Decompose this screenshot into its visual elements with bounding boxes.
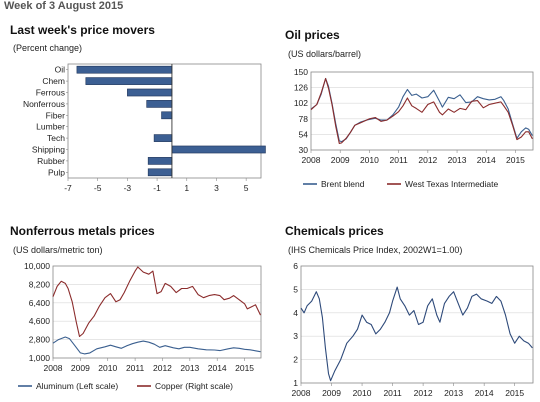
movers-x-tick-label: 5 (244, 183, 249, 193)
chemicals-y-tick-label: 4 (293, 308, 298, 318)
chemicals-x-tick-label: 2012 (414, 388, 433, 398)
movers-category-label: Rubber (37, 156, 65, 166)
oil-y-tick-label: 126 (294, 83, 308, 93)
oil-y-tick-label: 150 (294, 67, 308, 77)
movers-x-tick-label: -7 (64, 183, 72, 193)
nonferrous-y-tick-label: 8,200 (29, 279, 51, 289)
page-header: Week of 3 August 2015 (4, 0, 124, 12)
movers-x-tick-label: -3 (124, 183, 132, 193)
movers-category-label: Shipping (32, 145, 65, 155)
nonferrous-y-tick-label: 4,600 (29, 316, 51, 326)
chemicals-title: Chemicals prices (285, 224, 384, 238)
oil-x-tick-label: 2015 (506, 155, 525, 165)
chemicals-x-tick-label: 2010 (353, 388, 372, 398)
nonferrous-x-tick-label: 2010 (98, 363, 117, 373)
movers-category-label: Oil (55, 65, 66, 75)
oil-title: Oil prices (285, 28, 340, 42)
oil-legend-label: West Texas Intermediate (405, 179, 499, 189)
oil-series-line (310, 77, 533, 145)
oil-x-tick-label: 2012 (418, 155, 437, 165)
chemicals-subtitle: (IHS Chemicals Price Index, 2002W1=1.00) (288, 245, 463, 255)
nonferrous-y-tick-label: 6,400 (29, 298, 51, 308)
nonferrous-series-line (52, 266, 261, 338)
chemicals-series-line (300, 286, 533, 382)
oil-series-line (310, 77, 533, 143)
movers-category-label: Fiber (46, 110, 66, 120)
nonferrous-y-tick-label: 2,800 (29, 335, 51, 345)
nonferrous-x-tick-label: 2009 (71, 363, 90, 373)
nonferrous-legend-label: Copper (Right scale) (155, 381, 233, 391)
nonferrous-x-tick-label: 2008 (44, 363, 63, 373)
oil-x-tick-label: 2010 (360, 155, 379, 165)
oil-y-tick-label: 102 (294, 98, 308, 108)
oil-x-tick-label: 2008 (302, 155, 321, 165)
chemicals-plot-frame (300, 265, 534, 384)
chemicals-x-tick-label: 2013 (444, 388, 463, 398)
chemicals-x-tick-label: 2015 (505, 388, 524, 398)
chemicals-x-tick-label: 2011 (383, 388, 402, 398)
movers-x-tick-label: 3 (214, 183, 219, 193)
chemicals-y-tick-label: 1 (293, 378, 298, 388)
nonferrous-x-tick-label: 2011 (126, 363, 145, 373)
oil-x-tick-label: 2011 (389, 155, 408, 165)
chemicals-x-tick-label: 2009 (322, 388, 341, 398)
oil-y-tick-label: 30 (299, 145, 309, 155)
movers-title: Last week's price movers (10, 23, 155, 37)
chemicals-x-tick-label: 2014 (475, 388, 494, 398)
oil-x-tick-label: 2009 (331, 155, 350, 165)
movers-category-label: Chem (42, 76, 65, 86)
nonferrous-x-tick-label: 2013 (180, 363, 199, 373)
oil-legend-label: Brent blend (321, 179, 365, 189)
nonferrous-legend-label: Aluminum (Left scale) (36, 381, 118, 391)
nonferrous-series-line (52, 336, 261, 355)
movers-x-tick-label: 1 (184, 183, 189, 193)
movers-x-tick-label: -5 (94, 183, 102, 193)
movers-plot-frame (67, 63, 262, 179)
movers-category-label: Ferrous (36, 88, 65, 98)
movers-subtitle: (Percent change) (13, 43, 83, 53)
movers-category-label: Tech (47, 133, 65, 143)
nonferrous-x-tick-label: 2015 (235, 363, 254, 373)
oil-subtitle: (US dollars/barrel) (288, 49, 362, 59)
oil-y-tick-label: 78 (299, 114, 309, 124)
movers-category-label: Lumber (36, 122, 65, 132)
movers-category-label: Nonferrous (23, 99, 65, 109)
nonferrous-y-tick-label: 1,000 (29, 353, 51, 363)
nonferrous-x-tick-label: 2014 (208, 363, 227, 373)
nonferrous-x-tick-label: 2012 (153, 363, 172, 373)
movers-x-tick-label: -1 (153, 183, 161, 193)
chemicals-y-tick-label: 2 (293, 355, 298, 365)
oil-y-tick-label: 54 (299, 129, 309, 139)
oil-x-tick-label: 2014 (477, 155, 496, 165)
oil-plot-frame (310, 71, 534, 151)
chemicals-y-tick-label: 6 (293, 261, 298, 271)
movers-category-label: Pulp (48, 167, 65, 177)
chemicals-y-tick-label: 5 (293, 284, 298, 294)
nonferrous-subtitle: (US dollars/metric ton) (13, 245, 103, 255)
nonferrous-y-tick-label: 10,000 (24, 261, 50, 271)
chemicals-x-tick-label: 2008 (292, 388, 311, 398)
oil-x-tick-label: 2013 (448, 155, 467, 165)
nonferrous-plot-frame (52, 265, 262, 359)
nonferrous-title: Nonferrous metals prices (10, 224, 155, 238)
chemicals-y-tick-label: 3 (293, 331, 298, 341)
